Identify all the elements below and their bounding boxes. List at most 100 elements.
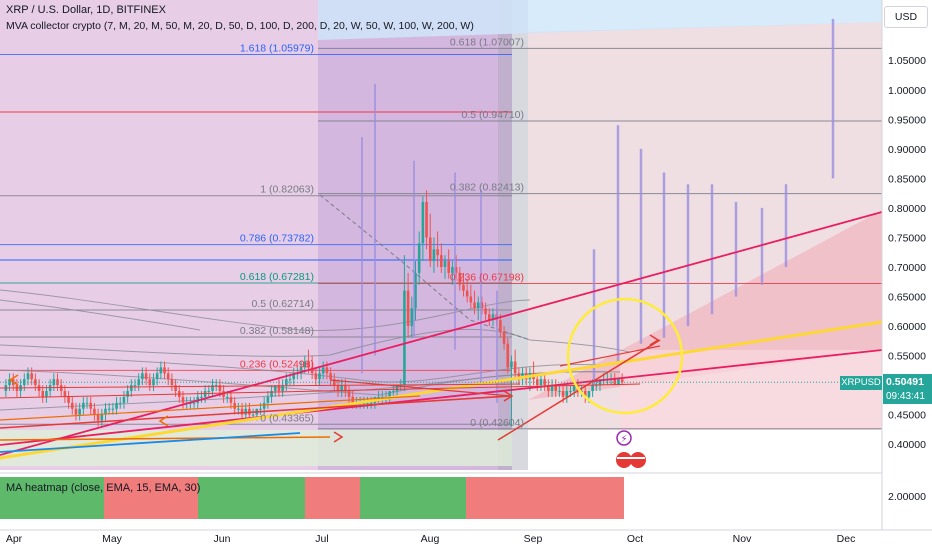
time-tick-label: Apr: [6, 533, 23, 545]
candle: [133, 379, 137, 392]
fib-left-label: 1.618 (1.05979): [240, 42, 314, 54]
highlight-circle: [566, 297, 684, 415]
candle: [469, 284, 473, 309]
candle: [484, 302, 487, 321]
candle: [421, 196, 425, 262]
time-axis[interactable]: Apr May Jun Jul Aug Sep Oct Nov Dec: [6, 533, 856, 545]
symbol-badge: XRPUSD: [840, 376, 882, 390]
candle: [417, 231, 421, 285]
candle: [107, 402, 111, 415]
candle: [543, 373, 546, 392]
ma-line: [0, 289, 531, 331]
candle: [336, 379, 340, 397]
event-markers[interactable]: ⚡: [616, 430, 646, 468]
time-tick-label: Sep: [524, 533, 543, 545]
ma-heatmap: [0, 381, 882, 519]
candle: [82, 396, 85, 415]
candle: [502, 326, 506, 350]
heatmap-segment: [104, 477, 198, 519]
ma-line: [0, 354, 601, 383]
candle: [517, 367, 521, 386]
candle: [100, 408, 104, 427]
price-tick-label: 1.00000: [888, 85, 926, 97]
fib-left-label: 0.618 (0.67281): [240, 271, 314, 283]
candle: [395, 385, 399, 397]
trend-line[interactable]: [0, 349, 883, 446]
candle: [506, 337, 510, 374]
candle: [118, 396, 122, 409]
candle: [558, 385, 561, 397]
candle: [78, 402, 81, 421]
indicator-legend[interactable]: MVA collector crypto (7, M, 20, M, 50, M…: [6, 20, 474, 32]
price-tick-label: 0.85000: [888, 173, 926, 185]
lightning-icon: ⚡: [620, 434, 627, 445]
currency-button[interactable]: USD: [884, 6, 928, 28]
fib-left-label: 0.236 (0.52498): [240, 358, 314, 370]
fib-left-label: 0.786 (0.73782): [240, 233, 314, 245]
candle: [454, 255, 458, 279]
candle: [159, 361, 163, 380]
candle: [406, 272, 410, 338]
countdown-badge: 09:43:41: [883, 390, 932, 404]
projection-bars: [361, 18, 835, 403]
trend-line[interactable]: [0, 395, 421, 421]
candle: [126, 385, 129, 403]
trend-line[interactable]: [559, 345, 661, 367]
price-tick-label: 0.80000: [888, 203, 926, 215]
candle: [270, 385, 273, 403]
candle: [414, 261, 417, 321]
candle: [266, 391, 270, 409]
time-tick-label: Oct: [627, 533, 643, 545]
candle: [85, 396, 89, 409]
trend-line[interactable]: [0, 395, 511, 429]
candle: [547, 379, 550, 397]
candle: [233, 396, 236, 415]
symbol-title[interactable]: XRP / U.S. Dollar, 1D, BITFINEX: [6, 4, 166, 16]
heatmap-tick-label: 2.00000: [888, 491, 926, 503]
candle: [74, 402, 78, 421]
time-tick-label: May: [102, 533, 123, 545]
candle: [380, 391, 384, 403]
candle: [340, 379, 343, 397]
us-flag-icon: [630, 452, 646, 468]
ma-line: [0, 299, 201, 331]
candle: [273, 385, 277, 397]
candle: [392, 385, 395, 397]
candle: [130, 379, 133, 397]
heatmap-segment: [466, 477, 624, 519]
candle: [122, 391, 126, 409]
candle: [277, 379, 281, 397]
heatmap-segment: [198, 477, 305, 519]
arrow-icon: [158, 415, 169, 427]
price-tick-label: 0.45000: [888, 410, 926, 422]
moving-averages: [0, 194, 631, 411]
candle: [565, 385, 569, 403]
trend-line[interactable]: [0, 383, 521, 389]
candle: [200, 391, 203, 403]
trend-line[interactable]: [0, 383, 641, 399]
candle: [462, 272, 465, 297]
trend-line[interactable]: [0, 432, 301, 453]
candle: [115, 396, 118, 415]
price-axis[interactable]: 1.05000 1.00000 0.95000 0.90000 0.85000 0.800…: [888, 55, 926, 503]
candle: [93, 402, 96, 421]
candle: [192, 396, 196, 409]
fib-labels: 1.618 (1.05979) 1 (0.82063) 0.786 (0.73782…: [240, 36, 524, 428]
trend-line[interactable]: [0, 211, 883, 456]
fib-right-label: 0 (0.42604): [470, 417, 524, 429]
heatmap-legend[interactable]: MA heatmap (close, EMA, 15, EMA, 30): [6, 482, 201, 494]
candle: [499, 314, 502, 338]
candle: [299, 361, 303, 380]
candle: [510, 355, 513, 427]
price-tick-label: 0.70000: [888, 262, 926, 274]
candle: [488, 308, 491, 327]
fib-right-label: 0.382 (0.82413): [450, 182, 524, 194]
candle: [214, 379, 218, 392]
trend-line[interactable]: [0, 436, 331, 441]
us-flag-icon: [616, 452, 632, 468]
candle: [403, 255, 406, 392]
candle: [436, 231, 439, 267]
candle: [111, 402, 115, 415]
candle: [410, 296, 414, 338]
